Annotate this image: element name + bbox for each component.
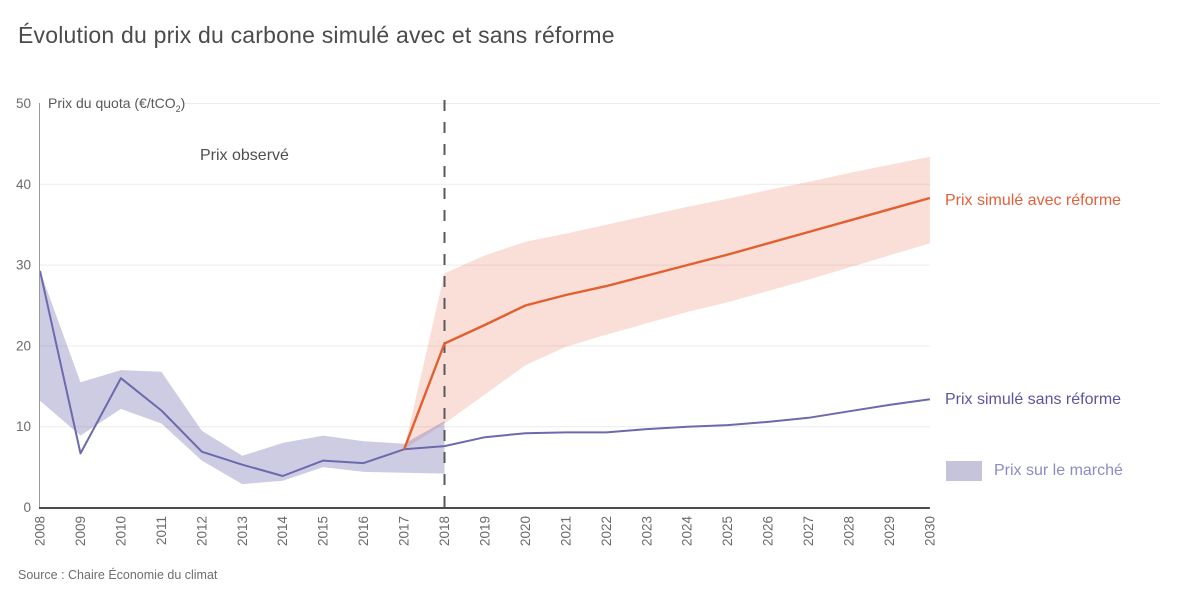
y-axis-title-prefix: Prix du quota (€/tCO — [48, 95, 176, 111]
line-with-reform — [402, 196, 931, 450]
y-tick-10: 10 — [16, 419, 31, 434]
y-axis-title: Prix du quota (€/tCO2) — [48, 95, 185, 114]
x-tick-2010: 2010 — [113, 516, 128, 546]
observed-price-annotation: Prix observé — [200, 147, 289, 164]
market-price-band — [40, 270, 445, 485]
series-label-with-reform: Prix simulé avec réforme — [945, 192, 1122, 209]
gridlines — [40, 103, 1160, 428]
y-tick-30: 30 — [16, 258, 31, 273]
x-tick-2014: 2014 — [275, 516, 290, 547]
x-tick-2016: 2016 — [356, 516, 371, 546]
x-tick-labels: 2008 2009 2010 2011 2012 2013 2014 2015 2016 2017… — [33, 516, 938, 547]
x-tick-2017: 2017 — [397, 516, 412, 546]
market-band-label: Prix sur le marché — [994, 462, 1123, 479]
y-tick-50: 50 — [16, 96, 31, 111]
source-note: Source : Chaire Économie du climat — [18, 568, 218, 582]
x-tick-2009: 2009 — [73, 516, 88, 546]
x-tick-2013: 2013 — [235, 516, 250, 546]
x-tick-2030: 2030 — [922, 516, 937, 546]
x-tick-2025: 2025 — [720, 516, 735, 546]
x-tick-2022: 2022 — [599, 516, 614, 546]
x-tick-2012: 2012 — [194, 516, 209, 546]
x-tick-2023: 2023 — [639, 516, 654, 546]
market-band-swatch — [946, 461, 982, 481]
x-tick-2029: 2029 — [882, 516, 897, 546]
y-tick-20: 20 — [16, 338, 31, 353]
x-tick-2020: 2020 — [518, 516, 533, 546]
y-tick-labels: 0 10 20 30 40 50 — [16, 96, 31, 515]
x-tick-2026: 2026 — [761, 516, 776, 546]
x-tick-2024: 2024 — [680, 516, 695, 547]
y-axis-title-suffix: ) — [180, 95, 186, 111]
reform-uncertainty-band — [404, 156, 930, 450]
x-tick-2008: 2008 — [33, 516, 48, 546]
x-tick-2019: 2019 — [477, 516, 492, 546]
series-label-without-reform: Prix simulé sans réforme — [945, 391, 1122, 408]
x-tick-2028: 2028 — [842, 516, 857, 546]
y-tick-40: 40 — [16, 177, 31, 192]
x-tick-2021: 2021 — [558, 516, 573, 546]
x-tick-2018: 2018 — [437, 516, 452, 546]
y-tick-0: 0 — [23, 500, 31, 515]
x-tick-2011: 2011 — [154, 516, 169, 545]
line-without-reform — [39, 270, 931, 477]
y-axis-title-sub: 2 — [175, 103, 181, 114]
page-title: Évolution du prix du carbone simulé avec… — [18, 22, 615, 48]
legend-market: Prix sur le marché — [946, 461, 1123, 481]
x-tick-2027: 2027 — [801, 516, 816, 546]
x-tick-2015: 2015 — [316, 516, 331, 546]
